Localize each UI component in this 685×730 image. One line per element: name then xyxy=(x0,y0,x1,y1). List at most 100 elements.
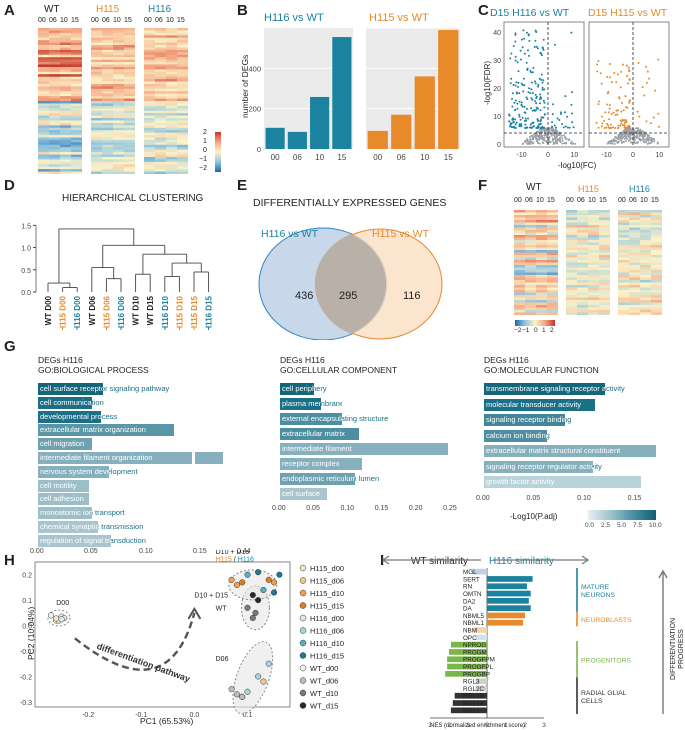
heatmap-a-cell xyxy=(71,161,82,165)
heatmap-f-group-h116: H116 xyxy=(629,184,650,194)
heatmap-f-cell xyxy=(514,247,525,251)
heatmap-a-cell xyxy=(71,64,82,68)
heatmap-a-cell xyxy=(155,35,166,39)
heatmap-a-cell xyxy=(144,103,155,107)
heatmap-f-cell xyxy=(629,245,640,248)
heatmap-a-cell xyxy=(166,149,177,153)
heatmap-f-cell xyxy=(640,297,651,301)
volcano-point-sig xyxy=(597,103,600,106)
heatmap-a-cell xyxy=(49,125,60,129)
go-cc-bar: external encapsulating structure xyxy=(280,413,388,425)
heatmap-a-cell xyxy=(166,120,177,124)
heatmap-f-cell xyxy=(525,245,536,248)
heatmap-a-cell xyxy=(38,149,49,153)
heatmap-a-cell xyxy=(124,88,135,92)
volcano-point-sig xyxy=(517,85,520,88)
heatmap-f-day-label: 06 xyxy=(577,197,585,204)
go-cc-bar-label: plasma membrane xyxy=(282,399,345,408)
heatmap-f-cell xyxy=(651,235,662,238)
heatmap-a-cell xyxy=(71,81,82,85)
heatmap-a-cell xyxy=(155,118,166,121)
nes-bar xyxy=(450,707,487,714)
heatmap-a-cell xyxy=(102,49,113,53)
heatmap-a-cell xyxy=(124,120,135,124)
heatmap-f-cell xyxy=(651,255,662,258)
heatmap-a-cell xyxy=(113,81,124,85)
heatmap-f-cell xyxy=(651,265,662,268)
go-bp-bar: intermediate filament organization xyxy=(38,452,223,464)
heatmap-a-cell xyxy=(38,156,49,160)
heatmap-a-cell xyxy=(166,81,177,85)
heatmap-a-cell xyxy=(71,156,82,160)
heatmap-a-cell xyxy=(177,152,188,155)
heatmap-a-cell xyxy=(60,152,71,155)
heatmap-a-cell xyxy=(144,35,155,39)
volcano-point-ns xyxy=(623,130,626,133)
pca-legend-label: H115_d15 xyxy=(310,602,344,611)
heatmap-a-cell xyxy=(71,103,82,107)
volcano-point-sig xyxy=(620,110,623,113)
heatmap-a-cell xyxy=(102,69,113,73)
volcano-point-sig xyxy=(540,78,543,81)
heatmap-a-cell xyxy=(49,83,60,87)
go-cc-bar-label: external encapsulating structure xyxy=(282,414,389,423)
panel-e-venn: DIFFERENTIALLY EXPRESSED GENES H116 vs W… xyxy=(253,197,446,340)
volcano-point-ns xyxy=(646,142,649,145)
heatmap-f-cell xyxy=(566,215,577,218)
pca-point xyxy=(249,592,256,599)
heatmap-f-cell xyxy=(577,292,588,296)
heatmap-a-cell xyxy=(113,98,124,102)
heatmap-f-cell xyxy=(651,252,662,256)
volcano-point-sig xyxy=(516,102,519,105)
heatmap-a-cell xyxy=(38,96,49,99)
heatmap-f-cell xyxy=(629,235,640,238)
heatmap-f-cell xyxy=(525,262,536,266)
nes-bar xyxy=(475,678,487,684)
heatmap-f-cell xyxy=(640,270,651,273)
heatmap-f-cell xyxy=(514,267,525,271)
pca-ann-d10d15: D10 + D15 xyxy=(216,550,250,556)
heatmap-f-cell xyxy=(525,267,536,271)
heatmap-a-cell xyxy=(60,142,71,146)
heatmap-f-cell xyxy=(547,310,558,313)
volcano-point-sig xyxy=(541,125,544,128)
heatmap-f-cell xyxy=(618,237,629,241)
heatmap-a-cell xyxy=(71,91,82,94)
heatmap-a-cell xyxy=(49,156,60,160)
heatmap-a-cell xyxy=(177,108,188,112)
heatmap-f-cell xyxy=(536,300,547,303)
heatmap-a-cell xyxy=(102,35,113,39)
heatmap-f-cell xyxy=(651,257,662,261)
heatmap-a-cell xyxy=(166,132,177,136)
heatmap-a-cell xyxy=(155,91,166,94)
heatmap-a-cell xyxy=(60,79,71,82)
heatmap-a-cell xyxy=(113,159,124,163)
heatmap-f-cell xyxy=(588,307,599,311)
heatmap-f-cell xyxy=(629,290,640,293)
heatmap-f-cell xyxy=(618,242,629,246)
heatmap-f-cell xyxy=(514,272,525,276)
heatmap-a-cell xyxy=(177,91,188,94)
heatmap-a-cell xyxy=(91,42,102,46)
volcano-point-ns xyxy=(550,127,553,130)
volcano-point-sig xyxy=(541,81,544,84)
volcano-point-ns xyxy=(556,138,559,141)
heatmap-a-cell xyxy=(113,40,124,43)
nes-x-tick: 2 xyxy=(447,722,451,729)
heatmap-a-cell xyxy=(91,83,102,87)
volcano-point-ns xyxy=(534,133,537,136)
heatmap-f-cell xyxy=(618,227,629,231)
heatmap-a-cell xyxy=(38,81,49,85)
heatmap-f-cell xyxy=(588,245,599,248)
pca-y-tick: -0.3 xyxy=(20,700,32,707)
heatmap-f-cell xyxy=(566,280,577,283)
heatmap-f-cell xyxy=(640,227,651,231)
heatmap-a-cell xyxy=(166,88,177,92)
heatmap-a-cell xyxy=(38,132,49,136)
heatmap-f-day-label: 15 xyxy=(547,197,555,204)
volcano-point-sig xyxy=(518,113,521,116)
heatmap-a-cell xyxy=(38,79,49,82)
heatmap-a-legend-1: 1 xyxy=(203,138,207,145)
volcano-point-sig xyxy=(542,79,545,82)
heatmap-a-cell xyxy=(71,86,82,90)
